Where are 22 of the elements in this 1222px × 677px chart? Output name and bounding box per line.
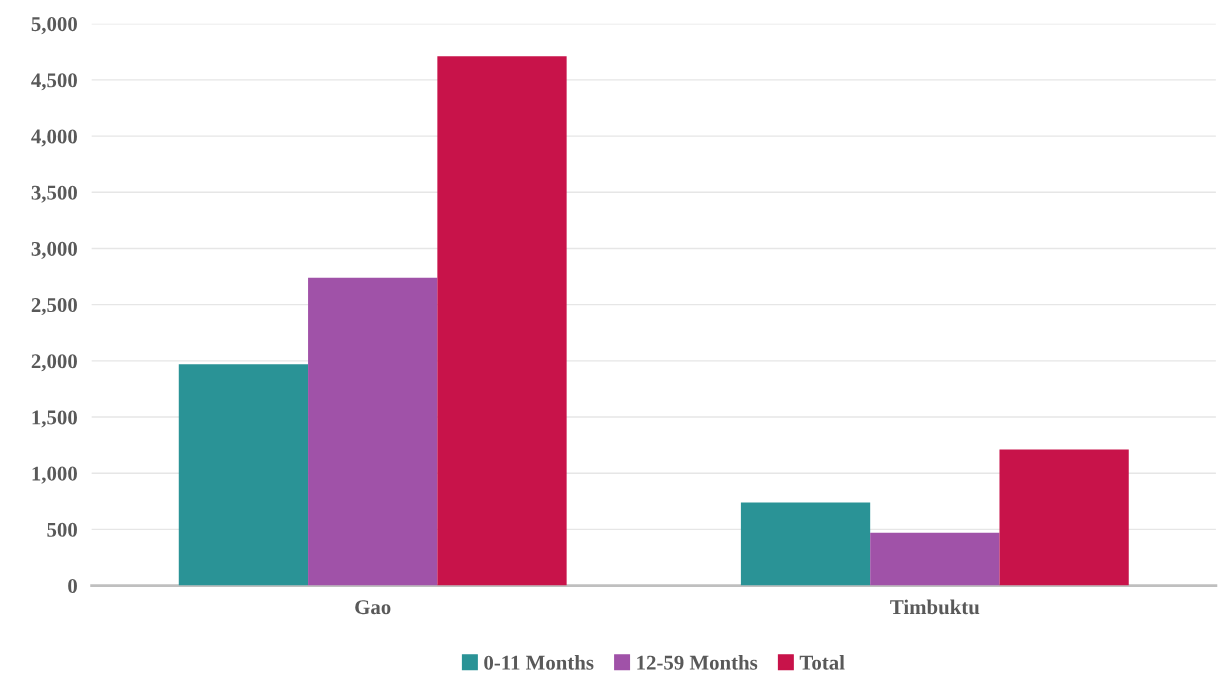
- bar: [740, 502, 871, 586]
- bar: [178, 364, 309, 586]
- y-tick-label: 2,500: [31, 298, 77, 316]
- y-tick-label: 1,500: [32, 410, 77, 428]
- y-tick-label: 3,500: [31, 185, 77, 203]
- legend-label: 0-11 Months: [484, 655, 594, 670]
- y-tick-label: 0: [68, 578, 77, 594]
- y-tick-label: 4,000: [31, 129, 77, 147]
- bar: [437, 56, 567, 586]
- bar: [308, 277, 438, 586]
- y-tick-label: 3,000: [31, 241, 77, 259]
- bar: [999, 449, 1129, 586]
- y-tick-label: 1,000: [32, 466, 77, 484]
- y-tick-label: 2,000: [31, 354, 77, 372]
- x-tick-label: Timbuktu: [890, 599, 980, 615]
- bar: [870, 532, 1000, 586]
- y-tick-label: 500: [47, 522, 77, 537]
- y-tick-label: 4,500: [31, 73, 77, 91]
- x-tick-label: Gao: [355, 600, 391, 615]
- y-tick-label: 5,000: [31, 17, 77, 35]
- legend-label: 12-59 Months: [637, 655, 758, 670]
- legend-label: Total: [799, 655, 845, 670]
